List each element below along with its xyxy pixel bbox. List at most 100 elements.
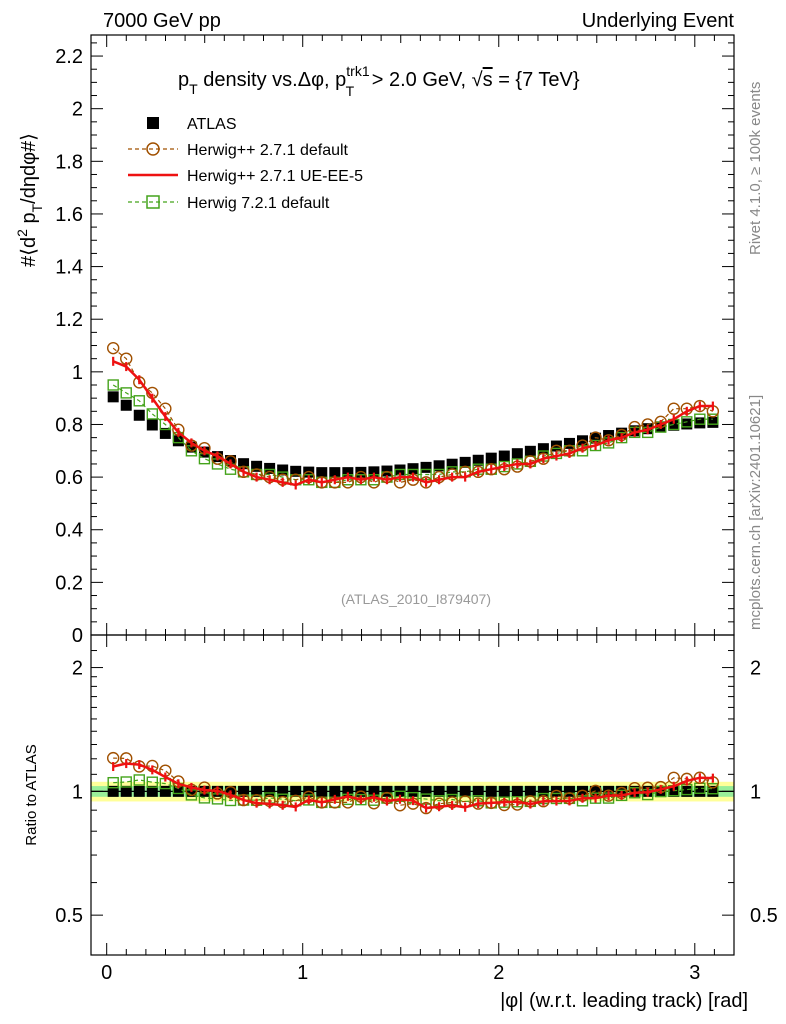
title-s: s	[483, 69, 493, 91]
header-left-label: 7000 GeV pp	[103, 10, 221, 32]
ratio-point-herwig-7-2-1-default	[146, 776, 159, 788]
main-point-atlas	[550, 440, 562, 452]
ratio-point-herwig-7-2-1-default	[133, 774, 145, 786]
ratio-point-atlas	[172, 785, 184, 797]
chart-title: pT density vs.Δφ, ptrk1 T > 2.0 GeV, √s =…	[178, 63, 580, 99]
main-point-atlas	[316, 467, 328, 479]
title-sqrt: √	[472, 69, 483, 91]
title-sub-t2: T	[346, 83, 355, 99]
ratio-point-atlas	[381, 785, 393, 797]
ratio-point-atlas	[524, 785, 536, 797]
x-tick-label: 0	[101, 962, 112, 984]
main-point-atlas	[277, 464, 289, 476]
x-tick-label: 1	[297, 962, 308, 984]
ratio-point-atlas	[238, 785, 250, 797]
ratio-point-atlas	[433, 785, 445, 797]
main-point-atlas	[368, 466, 380, 478]
ratio-point-herwig-7-2-1-default	[707, 783, 719, 795]
ylabel-sub: T	[29, 203, 45, 212]
ratio-point-herwig-7-2-1-default	[120, 776, 132, 788]
main-point-atlas	[146, 419, 158, 431]
ratio-point-herwig-7-2-1-default	[107, 776, 119, 789]
main-point-atlas	[107, 391, 119, 403]
ratio-point-atlas	[107, 785, 119, 797]
x-axis-label: |φ| (w.r.t. leading track) [rad]	[500, 990, 748, 1012]
ratio-point-atlas	[368, 785, 380, 797]
ratio-point-atlas	[694, 785, 706, 797]
main-point-atlas	[290, 465, 302, 477]
legend-label-herwigpp-default: Herwig++ 2.7.1 default	[187, 142, 349, 159]
ylabel-sup: 2	[14, 229, 30, 237]
mcplots-label: mcplots.cern.ch [arXiv:2401.10621]	[747, 395, 764, 630]
legend-label-herwig7-default: Herwig 7.2.1 default	[187, 195, 330, 212]
ratio-series-layer	[106, 751, 720, 815]
legend: ATLAS Herwig++ 2.7.1 default Herwig++ 2.…	[128, 116, 363, 212]
ratio-point-atlas	[290, 785, 302, 797]
y-tick-label: 0.8	[55, 414, 83, 436]
main-point-atlas	[668, 419, 680, 431]
ratio-point-atlas	[329, 785, 341, 797]
main-point-atlas	[433, 460, 445, 472]
ratio-tick-label-right: 1	[750, 781, 761, 803]
ratio-tick-label-right: 0.5	[750, 905, 778, 927]
main-point-atlas	[407, 463, 419, 475]
ratio-point-atlas	[707, 785, 719, 797]
rivet-version-label: Rivet 4.1.0, ≥ 100k events	[747, 82, 764, 255]
ratio-point-atlas	[459, 785, 471, 797]
ylabel-part-c: /dηdφ#⟩	[18, 133, 40, 204]
ratio-point-atlas	[511, 785, 523, 797]
ratio-point-atlas	[316, 785, 328, 797]
ylabel-part-a: #⟨d	[18, 237, 40, 267]
main-point-atlas	[459, 456, 471, 468]
main-series-layer	[106, 341, 720, 490]
main-point-atlas	[603, 430, 615, 442]
main-point-atlas	[524, 445, 536, 457]
ratio-point-atlas	[550, 785, 562, 797]
main-point-atlas	[694, 417, 706, 429]
main-point-atlas	[563, 437, 575, 449]
y-tick-label: 2	[72, 99, 83, 121]
y-tick-label: 0.6	[55, 467, 83, 489]
main-point-atlas	[159, 427, 171, 439]
main-point-herwig-7-2-1-default	[681, 416, 693, 428]
main-point-herwig-7-2-1-default	[694, 413, 706, 425]
y-tick-label: 1.8	[55, 151, 83, 173]
ratio-point-atlas	[277, 785, 289, 797]
ylabel-part-b: p	[18, 212, 40, 229]
main-point-atlas	[498, 450, 510, 462]
main-point-atlas	[485, 452, 497, 464]
header-right-label: Underlying Event	[582, 10, 735, 32]
title-sup-trk: trk1	[346, 63, 370, 79]
ratio-y-axis-label: Ratio to ATLAS	[23, 744, 40, 845]
title-tail2: = {7 TeV}	[493, 69, 580, 91]
legend-marker-atlas	[147, 117, 159, 129]
ratio-tick-label-right: 2	[750, 658, 761, 680]
ratio-axis-ticks: 0.5 0.5 1 1 2 2	[55, 650, 778, 927]
title-tail1: > 2.0 GeV,	[366, 69, 471, 91]
main-point-atlas	[251, 460, 263, 472]
analysis-id-label: (ATLAS_2010_I879407)	[341, 591, 491, 607]
ratio-tick-label: 0.5	[55, 905, 83, 927]
y-tick-label: 1.6	[55, 204, 83, 226]
main-point-atlas	[577, 435, 589, 447]
main-point-atlas	[120, 399, 132, 411]
main-point-atlas	[472, 454, 484, 466]
ratio-point-atlas	[472, 785, 484, 797]
ratio-tick-label: 1	[72, 781, 83, 803]
y-tick-label: 2.2	[55, 46, 83, 68]
ratio-point-atlas	[420, 785, 432, 797]
ratio-point-atlas	[146, 785, 158, 797]
ratio-point-atlas	[159, 785, 171, 797]
main-point-atlas	[537, 443, 549, 455]
main-point-atlas	[446, 458, 458, 470]
main-point-atlas	[329, 467, 341, 479]
main-point-herwig-7-2-1-default	[146, 408, 159, 420]
legend-label-herwigpp-ueee5: Herwig++ 2.7.1 UE-EE-5	[187, 168, 363, 185]
ratio-point-herwig-2-7-1-default	[237, 793, 250, 807]
y-tick-label: 1.2	[55, 309, 83, 331]
y-tick-label: 1.4	[55, 257, 83, 279]
ratio-point-atlas	[133, 785, 145, 797]
ratio-point-atlas	[537, 785, 549, 797]
ratio-point-atlas	[668, 785, 680, 797]
